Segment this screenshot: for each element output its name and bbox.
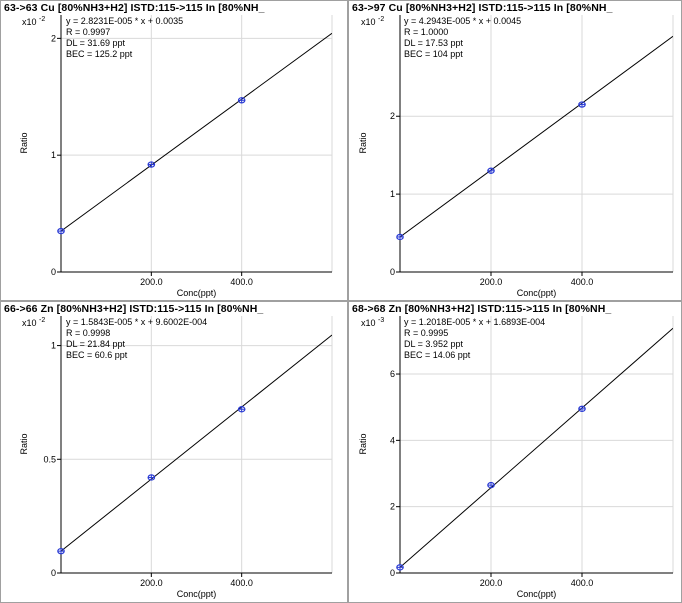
regression-stats: y = 2.8231E-005 * x + 0.0035 R = 0.9997 DL… (66, 16, 183, 60)
calibration-panel: 68->68 Zn [80%NH3+H2] ISTD:115->115 In [… (348, 301, 682, 603)
plot-area: 0 2 4 6 200.0 400.0 (390, 316, 674, 588)
y-multiplier: x10 -2 (361, 16, 385, 27)
y-tick-label: 6 (390, 369, 395, 379)
regression-stats: y = 1.5843E-005 * x + 9.6002E-004 R = 0.9… (66, 317, 207, 361)
y-tick-label: 2 (390, 111, 395, 121)
x-tick-label: 400.0 (571, 277, 594, 287)
y-tick-label: 0 (390, 267, 395, 277)
calibration-panel: 63->97 Cu [80%NH3+H2] ISTD:115->115 In [… (348, 0, 682, 301)
y-tick-label: 2 (51, 33, 56, 43)
data-point (237, 406, 246, 413)
stats-line: R = 1.0000 (404, 27, 449, 37)
data-point (396, 233, 404, 241)
stats-line: BEC = 104 ppt (404, 49, 463, 59)
y-tick-label: 0 (51, 267, 56, 277)
x-axis-label: Conc(ppt) (176, 288, 217, 298)
x-tick-label: 400.0 (230, 277, 253, 287)
x-tick-label: 400.0 (571, 578, 594, 588)
x-tick-label: 200.0 (480, 277, 503, 287)
stats-line: DL = 21.84 ppt (66, 339, 125, 349)
panel-title: 63->63 Cu [80%NH3+H2] ISTD:115->115 In [… (4, 2, 265, 14)
regression-stats: y = 4.2943E-005 * x + 0.0045 R = 1.0000 DL… (404, 16, 521, 60)
y-multiplier-base: x10 (22, 17, 37, 27)
x-tick-label: 400.0 (230, 578, 253, 588)
data-point (147, 474, 156, 481)
calibration-panel: 63->63 Cu [80%NH3+H2] ISTD:115->115 In [… (0, 0, 348, 301)
stats-line: R = 0.9998 (66, 328, 111, 338)
y-multiplier: x10 -3 (361, 317, 385, 328)
y-tick-label: 4 (390, 435, 395, 445)
x-tick-label: 200.0 (140, 277, 163, 287)
x-axis-label: Conc(ppt) (176, 589, 217, 599)
y-multiplier-base: x10 (22, 318, 37, 328)
y-tick-label: 2 (390, 502, 395, 512)
data-point (578, 405, 586, 413)
data-point (57, 227, 65, 235)
data-point (487, 167, 495, 174)
stats-line: DL = 17.53 ppt (404, 38, 463, 48)
x-axis-label: Conc(ppt) (516, 589, 557, 599)
stats-line: BEC = 14.06 ppt (404, 350, 471, 360)
data-point (578, 101, 586, 108)
panel-title: 66->66 Zn [80%NH3+H2] ISTD:115->115 In [… (4, 303, 264, 315)
y-tick-label: 0.5 (43, 454, 56, 464)
fit-line (400, 35, 673, 238)
y-multiplier-exponent: -3 (378, 317, 385, 324)
stats-line: y = 2.8231E-005 * x + 0.0035 (66, 16, 184, 26)
stats-line: y = 1.5843E-005 * x + 9.6002E-004 (66, 317, 208, 327)
data-point (57, 547, 65, 555)
x-tick-label: 200.0 (480, 578, 503, 588)
panel-title: 63->97 Cu [80%NH3+H2] ISTD:115->115 In [… (352, 2, 613, 14)
data-point (396, 564, 404, 571)
y-multiplier-base: x10 (361, 17, 376, 27)
stats-line: DL = 3.952 ppt (404, 339, 463, 349)
fit-line (61, 334, 332, 552)
y-tick-label: 1 (390, 189, 395, 199)
y-tick-label: 0 (51, 568, 56, 578)
plot-area: 0 1 2 200.0 400.0 (51, 15, 333, 287)
y-tick-label: 1 (51, 341, 56, 351)
y-multiplier-exponent: -2 (39, 16, 46, 23)
plot-area: 0 1 2 200.0 400.0 (390, 15, 674, 287)
stats-line: DL = 31.69 ppt (66, 38, 125, 48)
stats-line: y = 1.2018E-005 * x + 1.6893E-004 (404, 317, 546, 327)
fit-line (61, 32, 332, 232)
x-axis-label: Conc(ppt) (516, 288, 557, 298)
y-tick-label: 0 (390, 568, 395, 578)
y-multiplier: x10 -2 (22, 16, 46, 27)
y-tick-label: 1 (51, 150, 56, 160)
plot-area: 0 0.5 1 200.0 400.0 (43, 316, 333, 588)
y-multiplier-exponent: -2 (39, 317, 46, 324)
stats-line: BEC = 125.2 ppt (66, 49, 133, 59)
panel-title: 68->68 Zn [80%NH3+H2] ISTD:115->115 In [… (352, 303, 612, 315)
data-point (237, 97, 246, 104)
stats-line: BEC = 60.6 ppt (66, 350, 128, 360)
data-point (487, 481, 495, 489)
y-multiplier-base: x10 (361, 318, 376, 328)
data-point (147, 161, 156, 168)
fit-line (400, 327, 673, 568)
y-multiplier-exponent: -2 (378, 16, 385, 23)
x-tick-label: 200.0 (140, 578, 163, 588)
calibration-panel: 66->66 Zn [80%NH3+H2] ISTD:115->115 In [… (0, 301, 348, 603)
regression-stats: y = 1.2018E-005 * x + 1.6893E-004 R = 0.9… (404, 317, 545, 361)
y-multiplier: x10 -2 (22, 317, 46, 328)
stats-line: y = 4.2943E-005 * x + 0.0045 (404, 16, 522, 26)
stats-line: R = 0.9997 (66, 27, 111, 37)
stats-line: R = 0.9995 (404, 328, 449, 338)
